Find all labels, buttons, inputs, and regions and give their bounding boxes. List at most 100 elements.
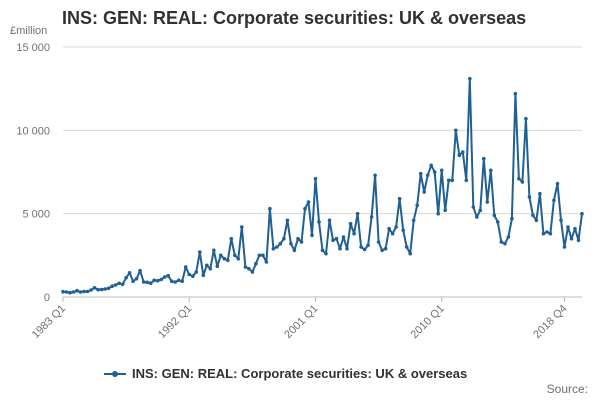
data-point[interactable] <box>401 228 406 233</box>
data-point[interactable] <box>169 279 174 284</box>
data-point[interactable] <box>436 211 441 216</box>
data-point[interactable] <box>527 195 532 199</box>
data-point[interactable] <box>64 290 69 294</box>
data-point[interactable] <box>411 218 416 223</box>
data-point[interactable] <box>380 248 384 253</box>
data-point[interactable] <box>482 156 486 161</box>
data-point[interactable] <box>548 231 553 236</box>
data-point[interactable] <box>320 248 325 253</box>
data-point[interactable] <box>415 203 420 208</box>
data-point[interactable] <box>236 256 241 261</box>
data-point[interactable] <box>271 246 276 251</box>
data-point[interactable] <box>127 271 132 275</box>
data-point[interactable] <box>390 231 395 236</box>
data-point[interactable] <box>352 231 356 236</box>
data-point[interactable] <box>468 76 472 81</box>
data-point[interactable] <box>555 181 560 186</box>
data-point[interactable] <box>282 236 286 241</box>
data-point[interactable] <box>208 266 213 271</box>
data-point[interactable] <box>261 253 265 258</box>
data-point[interactable] <box>471 205 476 209</box>
data-point[interactable] <box>383 246 388 251</box>
data-point[interactable] <box>180 279 184 284</box>
data-point[interactable] <box>250 270 255 274</box>
data-point[interactable] <box>162 275 167 279</box>
data-point[interactable] <box>306 200 311 204</box>
data-point[interactable] <box>219 253 223 258</box>
data-point[interactable] <box>292 248 297 253</box>
data-point[interactable] <box>524 116 528 121</box>
data-point[interactable] <box>446 178 451 183</box>
data-point[interactable] <box>569 236 574 241</box>
data-point[interactable] <box>338 246 342 251</box>
data-point[interactable] <box>240 225 244 229</box>
data-point[interactable] <box>75 288 79 293</box>
data-point[interactable] <box>324 251 328 256</box>
data-point[interactable] <box>425 173 430 178</box>
data-point[interactable] <box>257 253 262 258</box>
data-point[interactable] <box>152 278 156 283</box>
data-point[interactable] <box>289 241 293 246</box>
data-point[interactable] <box>103 287 107 291</box>
data-point[interactable] <box>243 265 248 269</box>
data-point[interactable] <box>348 221 353 226</box>
data-point[interactable] <box>278 241 283 246</box>
data-point[interactable] <box>222 256 227 261</box>
data-point[interactable] <box>299 240 304 244</box>
data-point[interactable] <box>397 196 402 201</box>
data-point[interactable] <box>439 168 444 173</box>
data-point[interactable] <box>355 211 360 216</box>
data-point[interactable] <box>422 190 427 194</box>
data-point[interactable] <box>176 278 181 283</box>
data-point[interactable] <box>541 231 546 236</box>
data-point[interactable] <box>131 279 135 284</box>
data-point[interactable] <box>120 282 125 287</box>
data-point[interactable] <box>429 163 434 168</box>
data-point[interactable] <box>285 218 290 223</box>
data-point[interactable] <box>303 206 307 211</box>
data-point[interactable] <box>450 178 455 183</box>
data-point[interactable] <box>124 276 128 280</box>
data-point[interactable] <box>545 230 549 234</box>
data-point[interactable] <box>68 290 72 295</box>
data-point[interactable] <box>341 235 346 239</box>
data-point[interactable] <box>376 240 381 244</box>
data-point[interactable] <box>138 268 142 273</box>
data-point[interactable] <box>457 153 462 158</box>
data-point[interactable] <box>475 215 479 219</box>
data-point[interactable] <box>432 170 437 174</box>
data-point[interactable] <box>573 226 577 231</box>
data-point[interactable] <box>110 284 114 289</box>
data-point[interactable] <box>229 236 234 241</box>
data-point[interactable] <box>520 180 525 184</box>
data-point[interactable] <box>562 245 567 249</box>
data-point[interactable] <box>96 287 100 292</box>
data-point[interactable] <box>233 253 237 258</box>
data-point[interactable] <box>408 251 413 256</box>
data-point[interactable] <box>552 198 556 203</box>
data-point[interactable] <box>517 176 521 181</box>
data-point[interactable] <box>99 287 104 292</box>
data-point[interactable] <box>531 213 535 218</box>
data-point[interactable] <box>580 211 584 216</box>
data-point[interactable] <box>331 238 335 243</box>
data-point[interactable] <box>366 243 370 248</box>
data-point[interactable] <box>78 290 83 294</box>
data-point[interactable] <box>534 218 539 223</box>
data-point[interactable] <box>71 290 76 294</box>
data-point[interactable] <box>92 286 97 290</box>
data-point[interactable] <box>268 206 272 211</box>
data-point[interactable] <box>418 171 423 176</box>
data-point[interactable] <box>247 266 251 271</box>
data-point[interactable] <box>173 280 177 284</box>
data-point[interactable] <box>187 272 191 277</box>
data-point[interactable] <box>226 258 230 263</box>
data-point[interactable] <box>373 173 377 178</box>
data-point[interactable] <box>159 277 163 282</box>
data-point[interactable] <box>117 281 121 286</box>
data-point[interactable] <box>215 264 220 269</box>
data-point[interactable] <box>345 246 349 251</box>
data-point[interactable] <box>166 273 170 278</box>
data-point[interactable] <box>183 265 188 269</box>
data-point[interactable] <box>205 263 209 268</box>
